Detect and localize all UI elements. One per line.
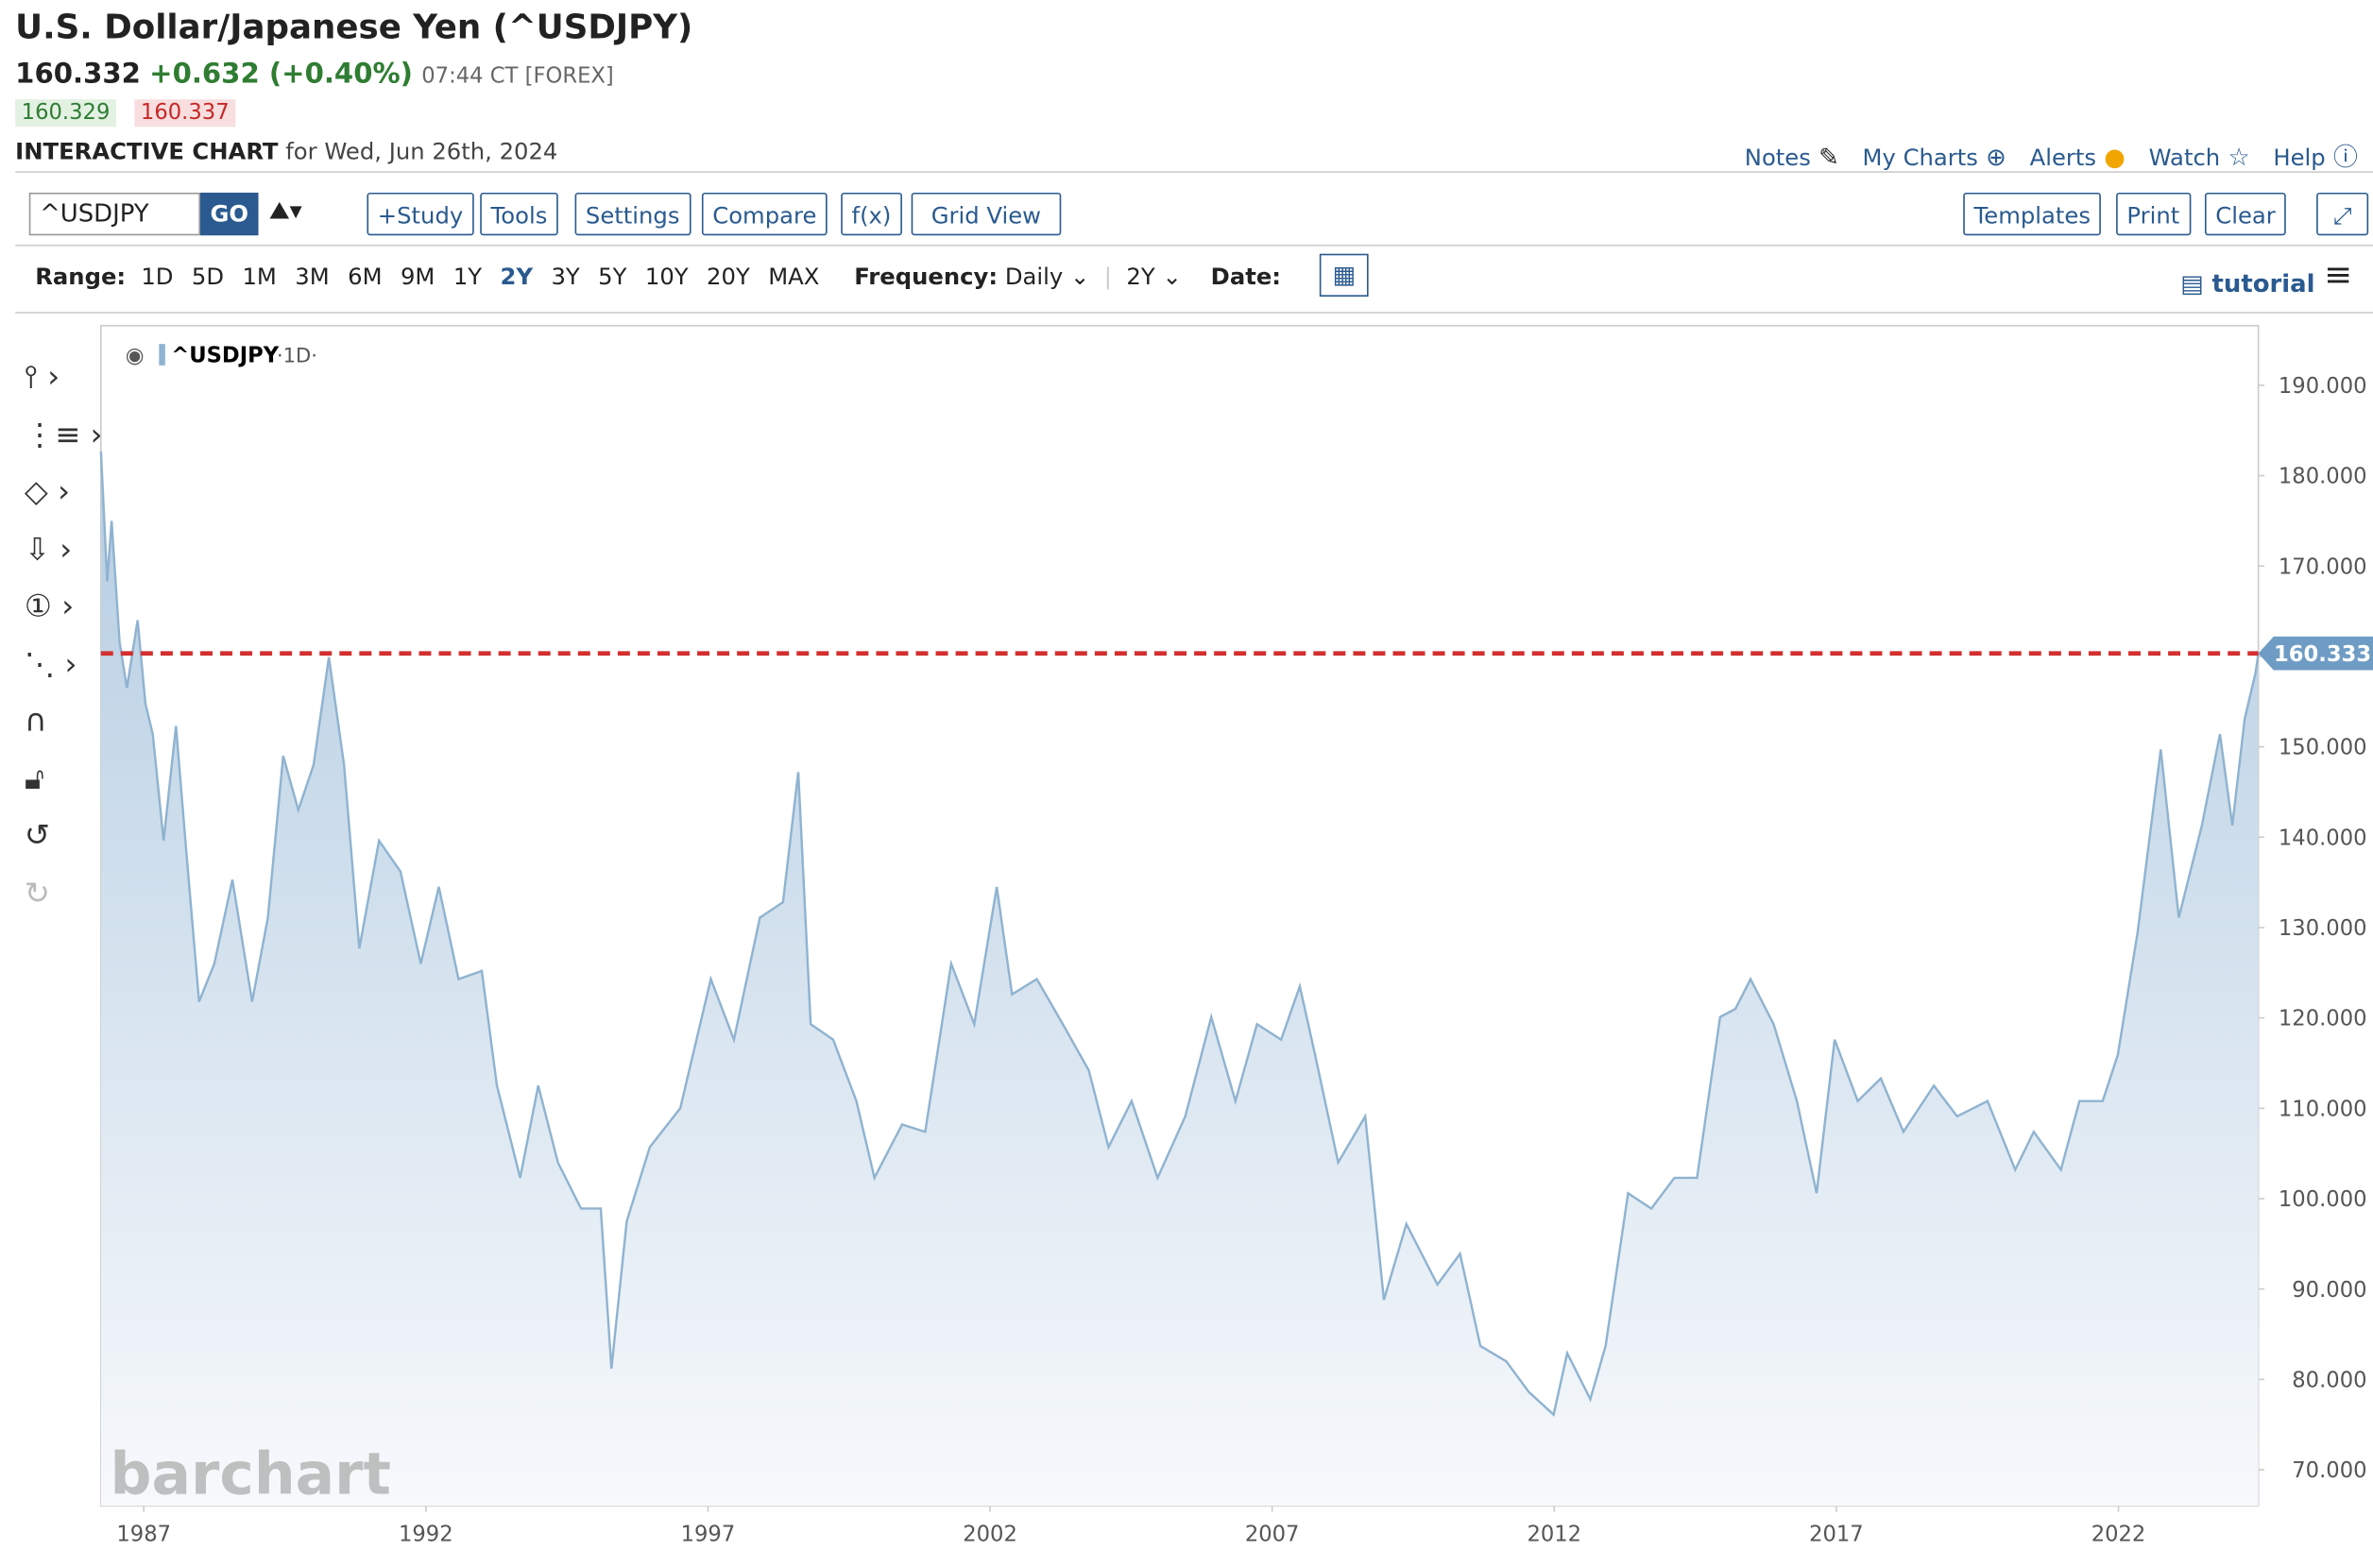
range[interactable]: 3Y: [551, 263, 580, 291]
tool[interactable]: ⇩ ›: [24, 529, 73, 567]
range[interactable]: 3M: [295, 263, 330, 291]
y-tick-label: 100.000: [2279, 1187, 2367, 1212]
button[interactable]: Templates: [1963, 192, 2102, 236]
tool[interactable]: ◇ ›: [24, 472, 71, 509]
range[interactable]: 6M: [348, 263, 383, 291]
y-tick-label: 80.000: [2292, 1368, 2366, 1392]
chart: 70.000 80.000 90.000 100.000 110.000 120.000 1…: [99, 324, 2373, 1547]
range[interactable]: 5D: [191, 263, 225, 291]
legend-swatch: [159, 344, 165, 366]
button[interactable]: f(x): [841, 192, 902, 236]
last-price-label: 160.333: [2274, 642, 2371, 667]
chart-label: INTERACTIVE CHART: [15, 137, 279, 165]
chart-type[interactable]: ⛰▾: [268, 196, 302, 225]
x-tick-label: 2012: [1527, 1523, 1581, 1547]
tool[interactable]: ⫯ ›: [24, 357, 60, 395]
x-tick-label: 1987: [116, 1523, 171, 1547]
calendar-button[interactable]: ▦: [1319, 253, 1369, 298]
title: U.S. Dollar/Japanese Yen (^USDJPY): [15, 9, 693, 48]
nav: Notes ✎ My Charts ⊕ Alerts ● Watch ☆ Hel…: [1744, 142, 2358, 172]
x-tick-label: 1992: [399, 1523, 453, 1547]
nav-link[interactable]: My Charts: [1862, 144, 1978, 172]
y-tick-label: 120.000: [2279, 1007, 2367, 1031]
button[interactable]: Print: [2116, 192, 2191, 236]
y-tick-label: 130.000: [2279, 916, 2367, 941]
tool[interactable]: 🔓︎: [24, 758, 44, 796]
range-label: Range:: [35, 263, 127, 291]
expand-button[interactable]: ⤢: [2316, 192, 2369, 236]
tool[interactable]: ↻: [24, 874, 51, 911]
nav-link[interactable]: Alerts: [2029, 144, 2097, 172]
date-text: for Wed, Jun 26th, 2024: [285, 137, 558, 165]
x-tick-label: 2017: [1809, 1523, 1864, 1547]
y-tick-label: 110.000: [2279, 1097, 2367, 1121]
button[interactable]: Grid View: [911, 192, 1062, 236]
time: 07:44 CT [FOREX]: [421, 63, 614, 89]
legend-interval: ·1D·: [277, 344, 317, 367]
y-tick-label: 70.000: [2292, 1458, 2366, 1483]
range-bar: Range: 1D 5D 1M 3M 6M 9M 1Y 2Y 3Y 5Y 10Y 20Y MAX Freq…: [35, 263, 1281, 291]
range[interactable]: 9M: [400, 263, 435, 291]
y-tick-label: 170.000: [2279, 554, 2367, 579]
nav-link[interactable]: Help: [2273, 144, 2326, 172]
drawing-tools: ⫯ › ⋮≡ › ◇ › ⇩ › ① › ⋱ › ∩ 🔓︎ ↺ ↻: [25, 349, 103, 922]
last-price-tag: [2258, 636, 2373, 671]
range[interactable]: MAX: [768, 263, 820, 291]
watermark: barchart: [111, 1440, 391, 1508]
button[interactable]: Clear: [2204, 192, 2287, 236]
symbol-input[interactable]: ^USDJPY: [28, 192, 201, 236]
date-label: Date:: [1210, 263, 1281, 291]
tutorial-label: tutorial: [2211, 268, 2315, 298]
range[interactable]: 1M: [242, 263, 277, 291]
y-tick-label: 180.000: [2279, 465, 2367, 489]
menu[interactable]: ≡: [2324, 256, 2353, 296]
range[interactable]: 10Y: [644, 263, 689, 291]
button[interactable]: Settings: [574, 192, 691, 236]
legend-eye: ◉: [126, 344, 145, 368]
button[interactable]: Compare: [701, 192, 828, 236]
tool[interactable]: ↺: [24, 816, 51, 854]
bid: 160.329: [15, 99, 116, 128]
divider: [15, 312, 2373, 314]
y-tick-label: 90.000: [2292, 1278, 2366, 1303]
quote: 160.332 +0.632 (+0.40%) 07:44 CT [FOREX]: [15, 59, 614, 91]
line: [99, 451, 2260, 1417]
range[interactable]: 1Y: [452, 263, 483, 291]
frequency-label: Frequency:: [854, 263, 999, 291]
y-tick-label: 190.000: [2279, 374, 2367, 399]
go-button[interactable]: GO: [200, 192, 259, 236]
divider: [15, 171, 2373, 173]
divider: [15, 244, 2373, 247]
tool[interactable]: ① ›: [24, 587, 75, 624]
range-active[interactable]: 2Y: [500, 263, 534, 291]
frequency[interactable]: Daily: [1004, 263, 1064, 291]
change: +0.632 (+0.40%): [149, 58, 413, 91]
button[interactable]: Tools: [480, 192, 558, 236]
range[interactable]: 20Y: [707, 263, 750, 291]
tool[interactable]: ⋮≡ ›: [24, 415, 103, 452]
x-tick-label: 1997: [681, 1523, 736, 1547]
price: 160.332: [15, 58, 141, 91]
area: [100, 451, 2259, 1507]
chart-heading: INTERACTIVE CHART for Wed, Jun 26th, 202…: [15, 138, 557, 165]
legend: ^USDJPY: [171, 344, 279, 368]
y-tick-label: 150.000: [2279, 736, 2367, 760]
nav-link[interactable]: Notes: [1744, 144, 1811, 172]
range[interactable]: 1D: [141, 263, 174, 291]
x-tick-label: 2022: [2091, 1523, 2146, 1547]
ask: 160.337: [134, 99, 236, 128]
y-tick-label: 140.000: [2279, 826, 2367, 850]
tutorial[interactable]: ▤ tutorial: [2180, 268, 2315, 298]
x-tick-label: 2002: [963, 1523, 1017, 1547]
x-tick-label: 2007: [1245, 1523, 1300, 1547]
button[interactable]: +Study: [367, 192, 474, 236]
nav-link[interactable]: Watch: [2148, 144, 2221, 172]
period[interactable]: 2Y: [1126, 263, 1155, 291]
tool[interactable]: ⋱ ›: [24, 644, 77, 682]
range[interactable]: 5Y: [598, 263, 627, 291]
tool[interactable]: ∩: [24, 701, 47, 739]
